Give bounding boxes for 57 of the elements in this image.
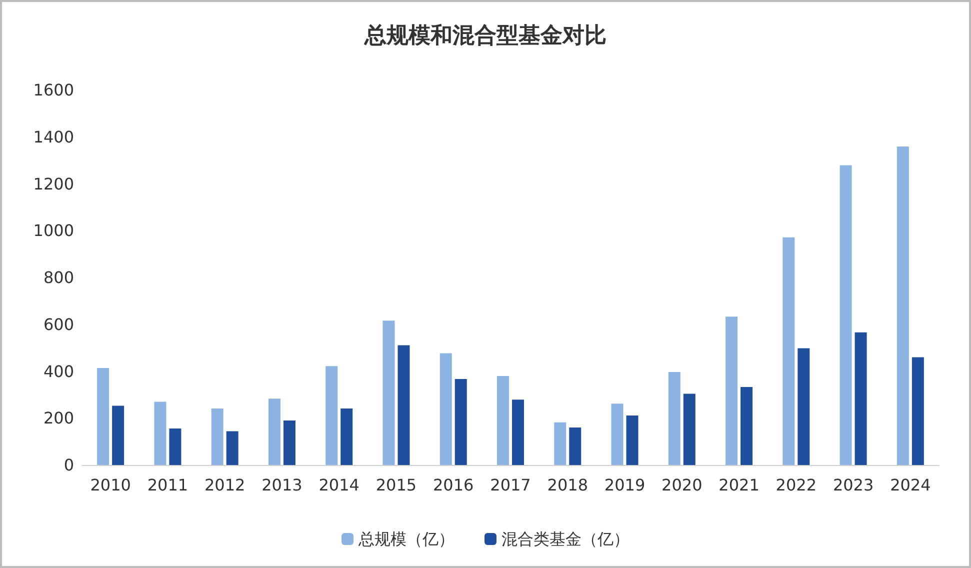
bar xyxy=(569,428,582,465)
x-tick-label: 2010 xyxy=(90,476,131,494)
bar xyxy=(740,386,753,465)
bar xyxy=(726,316,738,465)
bar xyxy=(912,357,924,465)
y-tick-label: 800 xyxy=(43,268,74,287)
bar xyxy=(683,394,696,465)
x-tick-label: 2011 xyxy=(147,476,188,494)
bar xyxy=(668,372,680,465)
chart-title: 总规模和混合型基金对比 xyxy=(364,24,606,48)
bar xyxy=(283,420,296,465)
y-tick-label: 600 xyxy=(43,314,74,334)
x-tick-label: 2019 xyxy=(604,476,646,494)
bar xyxy=(211,408,224,465)
bar xyxy=(896,146,909,465)
bar xyxy=(112,406,124,465)
legend-label: 总规模（亿） xyxy=(358,530,454,548)
x-tick-label: 2020 xyxy=(662,476,702,494)
bar xyxy=(340,408,353,465)
y-tick-label: 200 xyxy=(43,408,74,428)
bar xyxy=(169,428,182,465)
legend-label: 混合类基金（亿） xyxy=(502,530,630,548)
bar xyxy=(497,376,509,465)
y-tick-label: 1400 xyxy=(33,127,74,146)
bar xyxy=(268,398,280,465)
x-tick-label: 2018 xyxy=(547,476,588,494)
bar xyxy=(398,345,410,465)
y-tick-label: 400 xyxy=(43,362,74,381)
bar xyxy=(226,431,238,465)
x-tick-label: 2022 xyxy=(776,476,817,494)
bar xyxy=(512,400,524,465)
x-tick-label: 2013 xyxy=(262,476,302,494)
x-tick-label: 2023 xyxy=(832,476,874,494)
x-tick-label: 2016 xyxy=(433,476,474,494)
x-tick-label: 2024 xyxy=(890,476,931,494)
bar xyxy=(154,402,166,465)
bar xyxy=(611,404,624,465)
y-tick-label: 1600 xyxy=(33,80,74,100)
bar xyxy=(854,332,867,465)
bar xyxy=(326,366,338,465)
bar xyxy=(840,165,852,465)
y-tick-label: 1200 xyxy=(33,174,74,194)
bar xyxy=(440,353,452,465)
bar xyxy=(454,378,467,465)
bar xyxy=(97,368,110,465)
x-tick-label: 2015 xyxy=(376,476,417,494)
bar xyxy=(382,320,395,465)
y-tick-label: 0 xyxy=(64,456,74,474)
x-tick-label: 2014 xyxy=(318,476,360,494)
x-tick-label: 2017 xyxy=(490,476,531,494)
bar xyxy=(554,422,566,465)
y-tick-label: 1000 xyxy=(33,221,74,240)
x-tick-label: 2021 xyxy=(718,476,760,494)
x-tick-label: 2012 xyxy=(204,476,246,494)
bar xyxy=(626,416,638,465)
bar xyxy=(798,348,810,465)
bar xyxy=(782,237,795,465)
